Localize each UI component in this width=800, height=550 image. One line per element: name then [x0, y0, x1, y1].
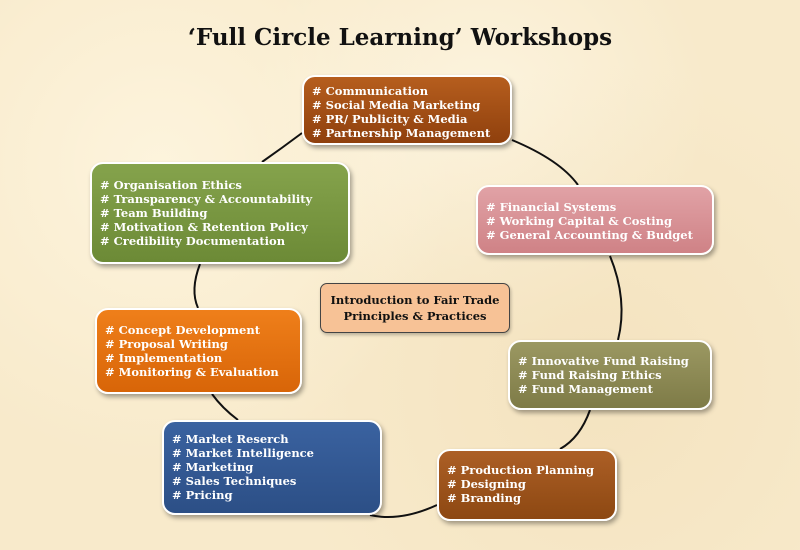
- workshop-item: Financial Systems: [486, 200, 704, 214]
- connector-conc-org: [193, 263, 201, 309]
- workshop-item: Branding: [447, 491, 607, 505]
- connector-fin-fund: [609, 255, 623, 341]
- workshop-item: Fund Raising Ethics: [518, 368, 702, 382]
- workshop-item: Organisation Ethics: [100, 178, 340, 192]
- workshop-item: Transparency & Accountability: [100, 192, 340, 206]
- workshop-box-organisation: Organisation Ethics Transparency & Accou…: [90, 162, 350, 264]
- workshop-box-production: Production Planning Designing Branding: [437, 449, 617, 521]
- workshop-item: Production Planning: [447, 463, 607, 477]
- workshop-box-fund: Innovative Fund Raising Fund Raising Eth…: [508, 340, 712, 410]
- workshop-box-financial: Financial Systems Working Capital & Cost…: [476, 185, 714, 255]
- workshop-item: Working Capital & Costing: [486, 214, 704, 228]
- workshop-item: Designing: [447, 477, 607, 491]
- workshop-item: Marketing: [172, 460, 372, 474]
- workshop-item: Monitoring & Evaluation: [105, 365, 292, 379]
- workshop-box-concept: Concept Development Proposal Writing Imp…: [95, 308, 302, 394]
- workshop-item: Concept Development: [105, 323, 292, 337]
- workshop-item: Market Intelligence: [172, 446, 372, 460]
- workshop-item: Innovative Fund Raising: [518, 354, 702, 368]
- connector-org-comm: [261, 132, 303, 163]
- workshop-item: Motivation & Retention Policy: [100, 220, 340, 234]
- workshop-item: Partnership Management: [312, 126, 502, 140]
- connector-fund-prod: [559, 409, 591, 450]
- workshop-item: Team Building: [100, 206, 340, 220]
- workshop-item: Sales Techniques: [172, 474, 372, 488]
- connector-comm-fin: [511, 139, 579, 186]
- workshop-item: PR/ Publicity & Media: [312, 112, 502, 126]
- workshop-item: Pricing: [172, 488, 372, 502]
- workshop-item: General Accounting & Budget: [486, 228, 704, 242]
- workshop-item: Fund Management: [518, 382, 702, 396]
- page-title: ‘Full Circle Learning’ Workshops: [187, 24, 613, 51]
- connector-mkt-conc: [211, 393, 239, 421]
- workshop-item: Implementation: [105, 351, 292, 365]
- workshop-item: Credibility Documentation: [100, 234, 340, 248]
- workshop-item: Communication: [312, 84, 502, 98]
- workshop-box-communication: Communication Social Media Marketing PR/…: [302, 75, 512, 145]
- workshop-box-market: Market Reserch Market Intelligence Marke…: [162, 420, 382, 515]
- connector-prod-mkt: [369, 504, 438, 518]
- workshop-item: Proposal Writing: [105, 337, 292, 351]
- center-topic-box: Introduction to Fair Trade Principles & …: [320, 283, 510, 333]
- workshop-item: Social Media Marketing: [312, 98, 502, 112]
- workshop-item: Market Reserch: [172, 432, 372, 446]
- center-topic-line-1: Introduction to Fair Trade: [330, 293, 500, 307]
- center-topic-line-2: Principles & Practices: [343, 309, 487, 323]
